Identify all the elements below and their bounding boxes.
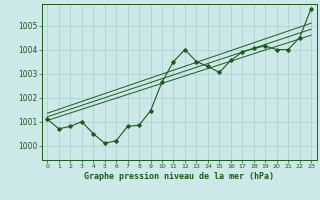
X-axis label: Graphe pression niveau de la mer (hPa): Graphe pression niveau de la mer (hPa) — [84, 172, 274, 181]
